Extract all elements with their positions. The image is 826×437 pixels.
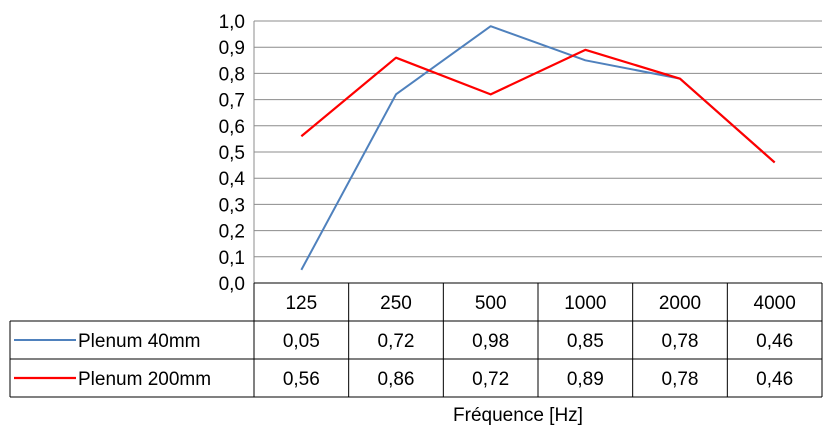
data-value: 0,86 <box>378 369 415 390</box>
x-tick-label: 125 <box>285 293 317 314</box>
y-axis-tick-labels: 0,0 0,1 0,2 0,3 0,4 0,5 0,6 0,7 0,8 0,9 1,0 <box>219 12 246 295</box>
series-line <box>300 25 776 271</box>
series-name: Plenum 40mm <box>78 331 201 352</box>
data-value: 0,89 <box>567 369 604 390</box>
x-tick-label: 1000 <box>564 293 606 314</box>
y-tick-label: 0,5 <box>219 143 245 164</box>
y-tick-label: 0,8 <box>219 64 245 85</box>
x-tick-label: 2000 <box>659 293 701 314</box>
data-value: 0,98 <box>472 331 509 352</box>
y-tick-label: 0,7 <box>219 91 245 112</box>
data-value: 0,46 <box>756 331 793 352</box>
series-line <box>300 48 776 164</box>
data-value: 0,56 <box>283 369 320 390</box>
data-value: 0,72 <box>472 369 509 390</box>
data-value: 0,05 <box>283 331 320 352</box>
gridlines <box>253 20 822 284</box>
y-tick-label: 0,1 <box>219 248 245 269</box>
y-tick-label: 0,3 <box>219 195 245 216</box>
x-tick-label: 500 <box>475 293 507 314</box>
series-name: Plenum 200mm <box>78 369 211 390</box>
x-tick-label: 250 <box>380 293 412 314</box>
y-tick-label: 0,0 <box>219 274 245 295</box>
data-value: 0,78 <box>662 369 699 390</box>
y-tick-label: 0,2 <box>219 222 245 243</box>
data-value: 0,85 <box>567 331 604 352</box>
y-tick-label: 0,4 <box>219 169 246 190</box>
y-tick-label: 1,0 <box>219 12 245 33</box>
y-tick-label: 0,6 <box>219 117 245 138</box>
data-table-values: 125 250 500 1000 2000 4000 Plenum 40mm 0,05 0,72… <box>78 293 796 390</box>
data-table <box>9 282 823 398</box>
data-value: 0,72 <box>378 331 415 352</box>
x-axis-title: Fréquence [Hz] <box>453 405 583 426</box>
x-tick-label: 4000 <box>754 293 796 314</box>
y-tick-label: 0,9 <box>219 38 245 59</box>
data-value: 0,78 <box>662 331 699 352</box>
data-value: 0,46 <box>756 369 793 390</box>
series-lines <box>14 25 776 380</box>
